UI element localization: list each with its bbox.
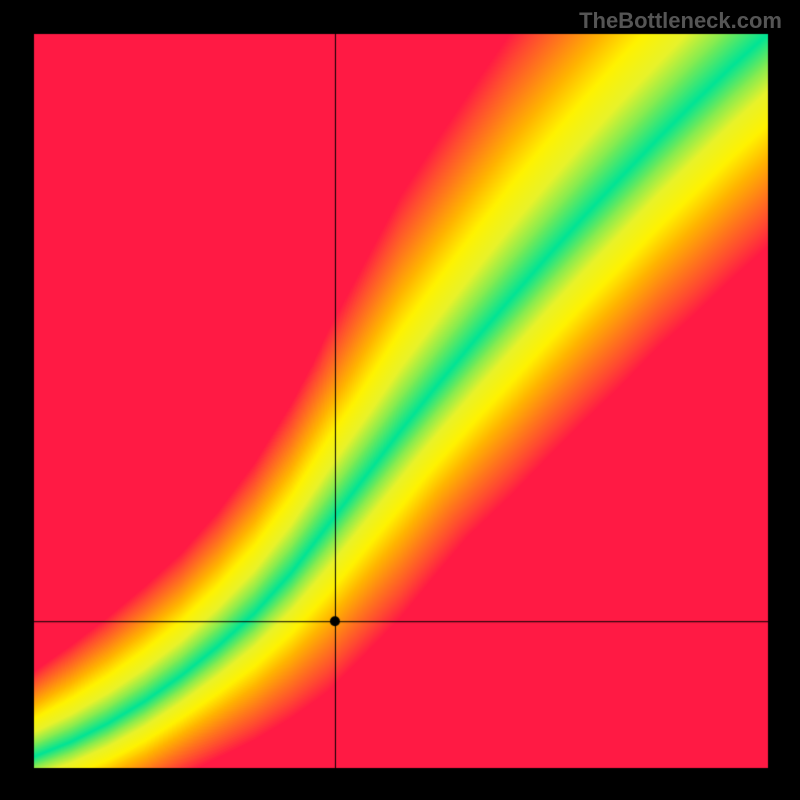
bottleneck-heatmap [0, 0, 800, 800]
chart-container: TheBottleneck.com [0, 0, 800, 800]
watermark-text: TheBottleneck.com [579, 8, 782, 34]
